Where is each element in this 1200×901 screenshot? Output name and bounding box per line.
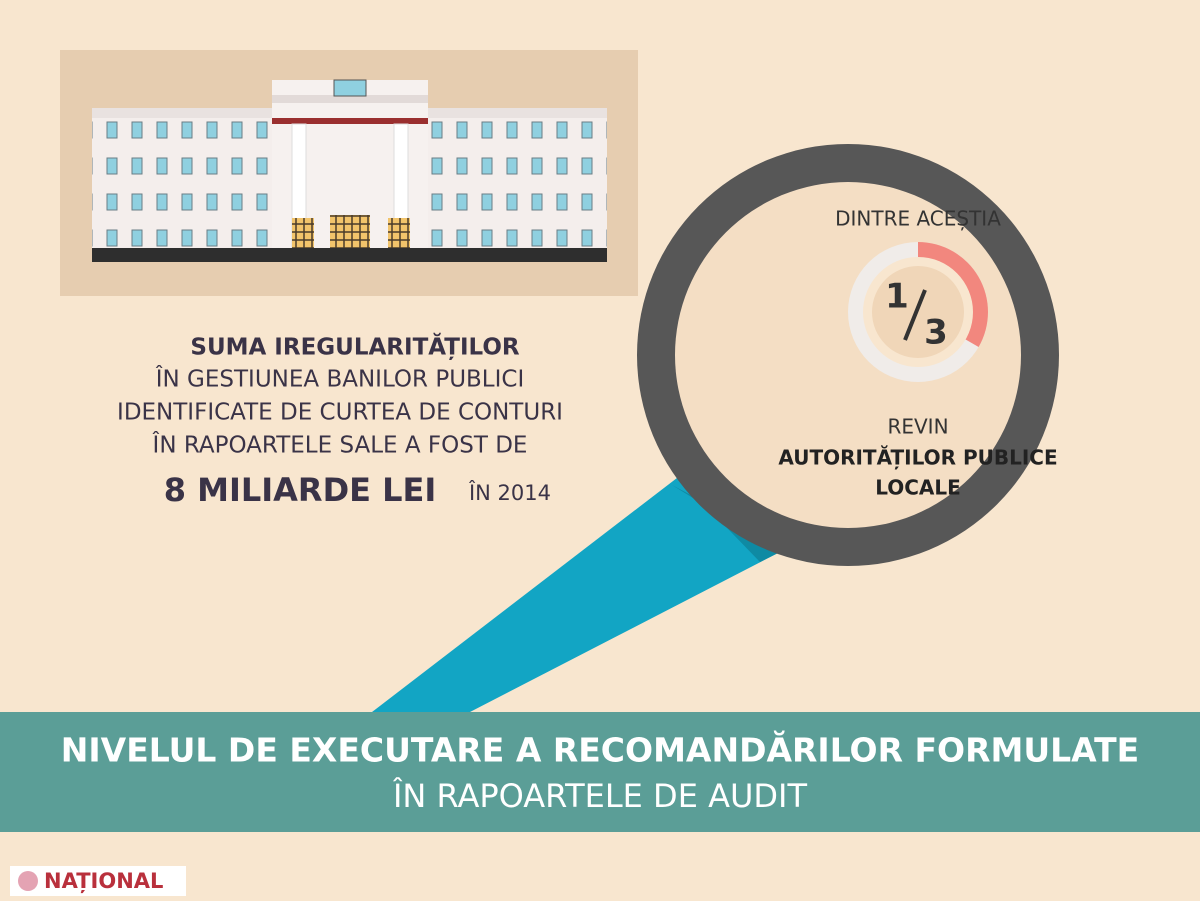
logo: NAȚIONAL [10,866,186,896]
year-text: ÎN 2014 [468,480,551,505]
statement-line: SUMA IREGULARITĂȚILOR [190,333,520,361]
statement-line: IDENTIFICATE DE CURTEA DE CONTURI [117,400,563,426]
intro: DINTRE ACEȘTIA [835,207,1001,231]
fraction-denominator: 3 [924,313,948,353]
building-illustration [60,50,638,296]
banner-title: NIVELUL DE EXECUTARE A RECOMANDĂRILOR FO… [61,730,1139,770]
amount: 8 MILIARDE LEI [164,471,437,509]
fraction-numerator: 1 [885,277,909,317]
result-line: REVIN [887,415,948,439]
result-line: AUTORITĂȚILOR PUBLICE [778,446,1057,470]
logo-text: NAȚIONAL [44,869,163,894]
banner-subtitle: ÎN RAPOARTELE DE AUDIT [392,777,808,815]
result-line: LOCALE [875,476,961,500]
statement-line: ÎN GESTIUNEA BANILOR PUBLICI [155,365,525,393]
banner: NIVELUL DE EXECUTARE A RECOMANDĂRILOR FO… [0,712,1200,832]
statement: SUMA IREGULARITĂȚILOR ÎN GESTIUNEA BANIL… [117,333,563,510]
statement-line: ÎN RAPOARTELE SALE A FOST DE [152,431,528,459]
magnifier: 1 3 DINTRE ACEȘTIA REVIN AUTORITĂȚILOR P… [372,144,1059,712]
